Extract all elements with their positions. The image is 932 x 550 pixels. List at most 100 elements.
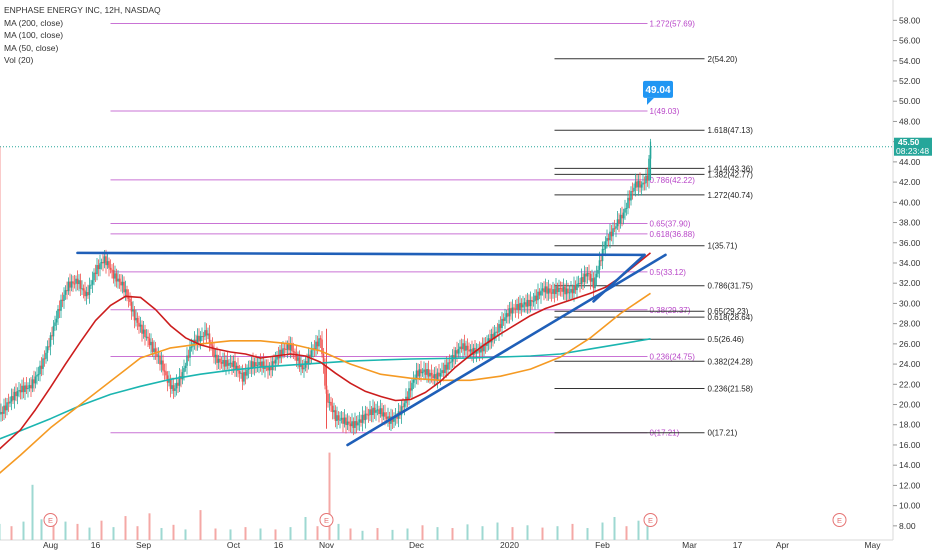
candle-body (541, 288, 544, 291)
candle-body (78, 280, 80, 285)
candle-body (72, 281, 74, 284)
y-tick-label: 10.00 (899, 501, 921, 511)
candle-body (159, 355, 161, 365)
candle-body (471, 349, 473, 355)
volume-bar (259, 528, 262, 540)
candle-body (255, 362, 257, 366)
fib-level-label: 1(49.03) (650, 107, 680, 116)
candle-body (139, 324, 142, 327)
candle-body (340, 417, 343, 420)
candle-body (508, 308, 511, 317)
candle-body (600, 260, 602, 262)
earnings-marker[interactable] (643, 513, 658, 527)
candle-body (295, 353, 298, 361)
indicator-volume[interactable]: Vol (20) (4, 55, 34, 65)
earnings-marker[interactable] (832, 513, 847, 527)
candle-body (160, 360, 163, 365)
candle-body (526, 299, 529, 307)
price-callout-box[interactable] (643, 80, 673, 98)
candle-body (423, 369, 425, 372)
fib-ext-label: 1.414(43.36) (708, 164, 754, 173)
candle-body (48, 346, 50, 348)
candle-body (462, 343, 464, 350)
candle-body (475, 349, 478, 354)
fib-ext-label: 2(54.20) (708, 55, 738, 64)
volume-bar (184, 529, 187, 540)
volume-bar (496, 522, 499, 540)
candle-body (454, 350, 457, 360)
candle-body (543, 288, 545, 293)
candle-body (490, 334, 493, 343)
fib-level-label: 0.5(33.12) (650, 268, 687, 277)
candle-body (82, 288, 85, 291)
y-tick-label: 38.00 (899, 218, 921, 228)
candle-body (328, 401, 331, 403)
trend-line[interactable] (76, 251, 646, 257)
candle-body (606, 238, 608, 242)
candle-body (129, 298, 131, 303)
candle-body (514, 308, 517, 310)
candle-body (351, 421, 353, 427)
x-tick-label: 17 (733, 540, 743, 550)
y-tick-label: 28.00 (899, 319, 921, 329)
ma50-line[interactable] (0, 252, 652, 450)
indicator-ma100[interactable]: MA (100, close) (4, 30, 64, 40)
indicator-ma50[interactable]: MA (50, close) (4, 42, 59, 53)
candle-body (553, 289, 556, 295)
candle-body (510, 308, 512, 314)
candle-body (22, 385, 25, 393)
candle-body (154, 348, 157, 354)
candle-body (487, 338, 490, 344)
indicator-ma200[interactable]: MA (200, close) (4, 17, 64, 28)
candle-body (172, 385, 175, 391)
volume-bar (466, 524, 469, 540)
volume-bar (304, 517, 307, 540)
candle-body (109, 267, 112, 270)
candle-body (21, 385, 23, 393)
candle-body (199, 336, 202, 342)
candle-body (204, 330, 206, 337)
candle-body (195, 339, 197, 344)
candle-body (517, 304, 520, 311)
candle-body (420, 369, 422, 374)
candle-body (253, 362, 256, 369)
candle-body (108, 261, 110, 268)
candle-body (624, 208, 626, 213)
candle-body (297, 357, 299, 361)
candle-body (84, 290, 86, 297)
ma200-line[interactable] (0, 338, 651, 440)
y-tick-label: 44.00 (899, 157, 921, 167)
candle-body (210, 343, 212, 346)
volume-bar (76, 523, 79, 540)
y-tick-label: 12.00 (899, 480, 921, 490)
candle-body (378, 409, 380, 414)
volume-bar (586, 528, 589, 540)
trend-line[interactable] (346, 253, 667, 447)
candle-body (555, 286, 557, 295)
candle-body (219, 358, 221, 363)
volume-bar (124, 516, 127, 540)
volume-bar (316, 526, 319, 540)
candle-body (567, 288, 569, 293)
fib-ext-label: 0.5(26.46) (708, 335, 745, 344)
candle-body (289, 343, 292, 351)
candle-body (316, 341, 319, 347)
candle-body (156, 353, 158, 357)
earnings-marker[interactable] (43, 513, 58, 527)
volume-bar (31, 484, 34, 540)
candle-body (186, 355, 188, 366)
candle-body (352, 421, 355, 428)
x-tick-label: Oct (227, 540, 241, 550)
symbol-title[interactable]: ENPHASE ENERGY INC, 12H, NASDAQ (4, 5, 161, 15)
earnings-marker[interactable] (319, 513, 334, 527)
ma100-line[interactable] (0, 292, 651, 474)
candle-body (306, 361, 308, 365)
candle-body (127, 297, 130, 299)
candle-body (456, 350, 458, 354)
candle-body (558, 287, 560, 293)
candle-body (435, 374, 437, 381)
candle-body (492, 334, 494, 339)
candle-body (49, 335, 52, 347)
fib-level-label: 0.786(42.22) (650, 176, 696, 185)
